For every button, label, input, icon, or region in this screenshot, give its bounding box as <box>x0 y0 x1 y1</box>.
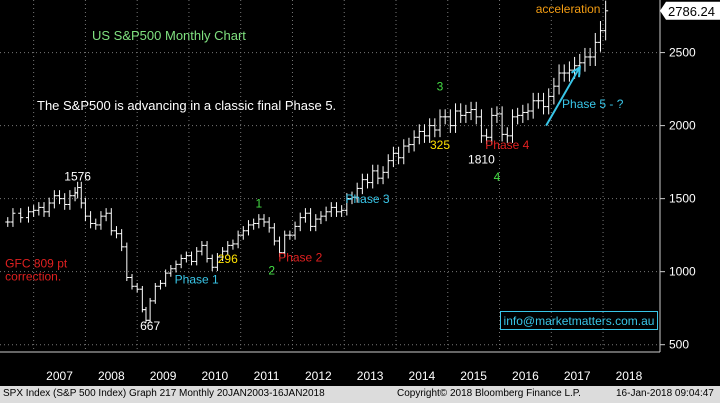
price-chart: 500 1000 1500 2000 2500 2007 2008 2009 2010 2011 2… <box>0 0 720 386</box>
x-tick-label: 2011 <box>254 369 280 383</box>
y-tick-label: 500 <box>669 338 689 352</box>
y-tick-label: 1500 <box>669 192 696 206</box>
axes: 500 1000 1500 2000 2500 2007 2008 2009 2010 2011 2… <box>0 0 720 383</box>
y-tick-label: 2000 <box>669 119 696 133</box>
x-tick-label: 2008 <box>98 369 125 383</box>
annotation-label: 667 <box>140 319 160 333</box>
footer-right: 16-Jan-2018 09:04:47 <box>616 388 714 399</box>
annotation-label: acceleration <box>536 2 601 16</box>
footer-bar: SPX Index (S&P 500 Index) Graph 217 Mont… <box>0 386 720 403</box>
annotation-label: Phase 3 <box>346 192 390 206</box>
annotation-label: Phase 5 - ? <box>562 97 624 111</box>
x-tick-label: 2015 <box>460 369 487 383</box>
x-tick-label: 2013 <box>357 369 384 383</box>
annotation-label: 3 <box>437 80 444 94</box>
footer-left: SPX Index (S&P 500 Index) Graph 217 Mont… <box>3 388 325 399</box>
annotation-label: 325 <box>430 138 450 152</box>
chart-background <box>0 0 720 386</box>
x-tick-label: 2014 <box>409 369 436 383</box>
annotation-label: Phase 2 <box>278 250 322 264</box>
x-tick-label: 2016 <box>512 369 539 383</box>
last-price-tag <box>660 1 720 20</box>
annotation-label: 1810 <box>468 153 495 167</box>
chart-title: US S&P500 Monthly Chart <box>92 28 246 43</box>
footer-center: Copyright© 2018 Bloomberg Finance L.P. <box>397 388 581 399</box>
x-tick-label: 2007 <box>46 369 73 383</box>
annotation-label: Phase 4 <box>485 138 529 152</box>
annotation-label: 296 <box>218 252 238 266</box>
x-tick-label: 2010 <box>201 369 228 383</box>
grid-lines <box>0 0 660 352</box>
x-tick-label: 2012 <box>305 369 332 383</box>
ohlc-bars <box>5 0 609 323</box>
last-price-label: 2786.24 <box>668 4 715 19</box>
x-tick-label: 2018 <box>616 369 643 383</box>
watermark-box: info@marketmatters.com.au <box>500 311 658 330</box>
phase5-arrow <box>545 66 581 127</box>
y-tick-label: 2500 <box>669 46 696 60</box>
annotation-label: Phase 1 <box>175 272 219 286</box>
x-tick-label: 2009 <box>150 369 177 383</box>
annotation-label: 4 <box>494 170 501 184</box>
x-tick-label: 2017 <box>564 369 591 383</box>
annotation-label: GFC 809 pt <box>5 256 68 270</box>
annotation-label: 2 <box>268 264 275 278</box>
annotation-label: 1576 <box>64 169 91 183</box>
phase5-arrow-head <box>570 65 581 78</box>
annotation-label: 1 <box>255 196 262 210</box>
chart-subtitle: The S&P500 is advancing in a classic fin… <box>37 98 336 113</box>
annotation-label: correction. <box>5 269 61 283</box>
y-tick-label: 1000 <box>669 265 696 279</box>
